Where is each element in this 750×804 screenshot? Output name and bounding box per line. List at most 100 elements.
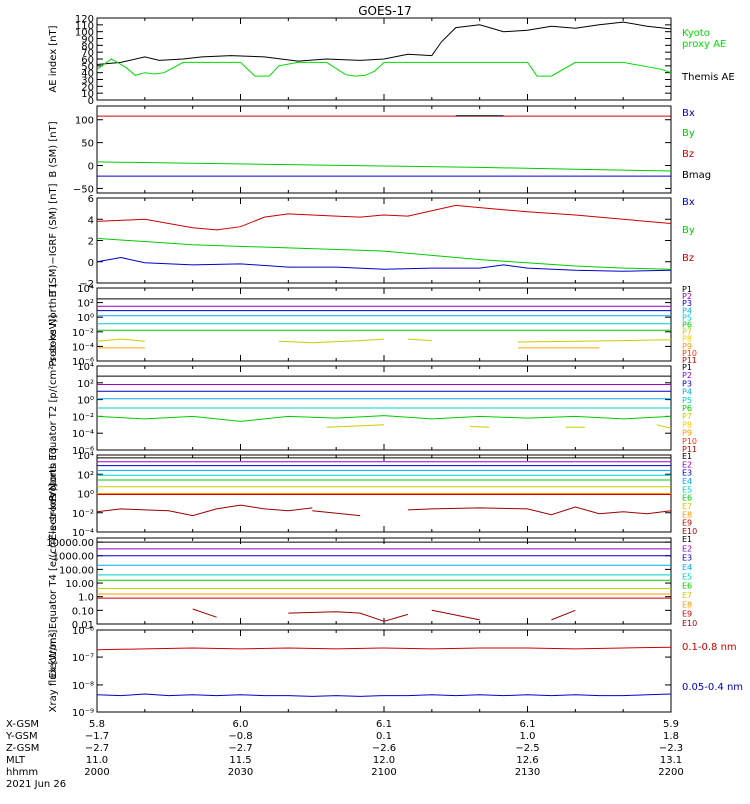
y-axis-label: Xray flux [W/m²] bbox=[48, 630, 59, 713]
y-tick-label: 10000.00 bbox=[46, 538, 94, 549]
legend-entry: P9 bbox=[682, 429, 692, 438]
series-kyoto-proxy-ae bbox=[97, 58, 671, 77]
x-tick-label: 6.1 bbox=[376, 719, 392, 730]
legend-entry: E8 bbox=[682, 600, 692, 609]
y-tick-label: 0 bbox=[88, 96, 94, 107]
x-tick-label: −1.7 bbox=[85, 731, 109, 742]
series-e10 bbox=[288, 611, 409, 622]
y-tick-label: 10⁻⁷ bbox=[72, 653, 94, 664]
panel-protE: 10⁻⁶ 10⁻⁴ 10⁻² 10⁰ 10² 10⁴ Protons Equator T2 … bbox=[48, 315, 697, 502]
series-bz bbox=[97, 204, 671, 231]
legend-entry: P11 bbox=[682, 445, 697, 454]
x-tick-label: 12.0 bbox=[373, 755, 395, 766]
legend-entry: P10 bbox=[682, 437, 697, 446]
legend-entry: E4 bbox=[682, 563, 692, 572]
y-tick-label: 60 bbox=[81, 55, 94, 66]
series-by bbox=[97, 237, 671, 270]
y-tick-label: 100.00 bbox=[59, 565, 94, 576]
legend-entry: P2 bbox=[682, 292, 692, 301]
legend-entry: Bx bbox=[682, 197, 695, 208]
y-tick-label: 2 bbox=[88, 237, 94, 248]
y-tick-label: −2 bbox=[79, 279, 94, 290]
legend-entry: P6 bbox=[682, 404, 692, 413]
series-e10 bbox=[192, 608, 217, 618]
legend-entry: E1 bbox=[682, 535, 692, 544]
x-tick-label: 2030 bbox=[228, 767, 253, 778]
y-tick-label: 10⁻² bbox=[72, 509, 94, 520]
legend-entry: P8 bbox=[682, 335, 692, 344]
y-axis-label: B (SM) [nT] bbox=[48, 121, 59, 177]
x-row-label: Y-GSM bbox=[5, 731, 38, 742]
series-e10 bbox=[312, 510, 361, 517]
legend-entry: P3 bbox=[682, 379, 692, 388]
series-p7 bbox=[97, 338, 145, 342]
y-tick-label: 70 bbox=[81, 48, 94, 59]
x-row-label: Z-GSM bbox=[6, 743, 39, 754]
series-p6 bbox=[97, 415, 671, 422]
y-tick-label: 50 bbox=[81, 139, 94, 150]
series-p7 bbox=[470, 426, 490, 428]
y-tick-label: 80 bbox=[81, 41, 94, 52]
y-tick-label: 10⁰ bbox=[77, 396, 94, 407]
chart-title: GOES-17 bbox=[358, 4, 412, 18]
legend-entry: P10 bbox=[682, 349, 697, 358]
y-tick-label: 120 bbox=[75, 14, 94, 25]
series-e10 bbox=[551, 609, 576, 621]
y-axis-label: Electrons Equator T4 [e/(cm²-s-sr-keV)] bbox=[48, 483, 59, 678]
y-tick-label: 10⁻² bbox=[72, 412, 94, 423]
legend-entry: Bz bbox=[682, 253, 694, 264]
x-tick-label: −2.7 bbox=[228, 743, 252, 754]
legend-entry: Kyoto bbox=[682, 28, 710, 39]
legend-entry: E2 bbox=[682, 544, 692, 553]
legend-entry: 0.1-0.8 nm bbox=[682, 642, 737, 653]
y-tick-label: 10² bbox=[77, 379, 94, 390]
y-tick-label: 50 bbox=[81, 62, 94, 73]
legend-entry: E5 bbox=[682, 485, 692, 494]
legend-entry: P1 bbox=[682, 363, 692, 372]
legend-entry: P4 bbox=[682, 306, 692, 315]
legend-entry: E4 bbox=[682, 477, 692, 486]
x-tick-label: 11.0 bbox=[86, 755, 108, 766]
legend-entry: P7 bbox=[682, 412, 692, 421]
legend-entry: 0.05-0.4 nm bbox=[682, 682, 743, 693]
legend-entry: E7 bbox=[682, 591, 692, 600]
legend-entry: P8 bbox=[682, 420, 692, 429]
y-tick-label: 6 bbox=[88, 194, 94, 205]
legend-entry: P4 bbox=[682, 388, 692, 397]
panel-frame bbox=[96, 105, 672, 194]
y-tick-label: 10⁻⁴ bbox=[72, 342, 94, 353]
y-tick-label: 10⁴ bbox=[77, 362, 94, 373]
y-tick-label: 110 bbox=[75, 21, 94, 32]
series-p7 bbox=[278, 338, 385, 344]
x-tick-label: 2100 bbox=[371, 767, 396, 778]
y-axis-label: Protons Equator T2 [p/(cm²-s-sr-keV)] bbox=[48, 315, 59, 502]
panel-frame bbox=[96, 629, 672, 713]
legend-entry: P5 bbox=[682, 396, 692, 405]
x-tick-label: 11.5 bbox=[229, 755, 251, 766]
series-0-05-0-4-nm bbox=[97, 693, 671, 697]
panel-bigrf: −2 0 2 4 6 B (SM)−IGRF (SM) [nT] Bx By Bz bbox=[48, 183, 695, 297]
x-tick-label: 6.1 bbox=[520, 719, 536, 730]
series-p7 bbox=[326, 424, 385, 428]
series-p7 bbox=[656, 424, 671, 429]
legend-entry: E7 bbox=[682, 502, 692, 511]
x-tick-label: −0.8 bbox=[228, 731, 252, 742]
y-tick-label: 10² bbox=[77, 470, 94, 481]
y-tick-label: 10⁻⁹ bbox=[72, 708, 94, 719]
x-tick-label: 2130 bbox=[515, 767, 540, 778]
y-axis-label: Protons North T1 bbox=[48, 282, 59, 366]
legend-entry: By bbox=[682, 225, 695, 236]
legend-entry: E3 bbox=[682, 469, 692, 478]
y-tick-label: 10⁻⁴ bbox=[72, 429, 94, 440]
y-tick-label: 10⁴ bbox=[77, 451, 94, 462]
x-row-label: X-GSM bbox=[6, 719, 39, 730]
series-by bbox=[97, 161, 671, 172]
y-tick-label: 0 bbox=[88, 258, 94, 269]
y-tick-label: 4 bbox=[88, 215, 94, 226]
y-tick-label: 10⁻⁸ bbox=[72, 681, 94, 692]
